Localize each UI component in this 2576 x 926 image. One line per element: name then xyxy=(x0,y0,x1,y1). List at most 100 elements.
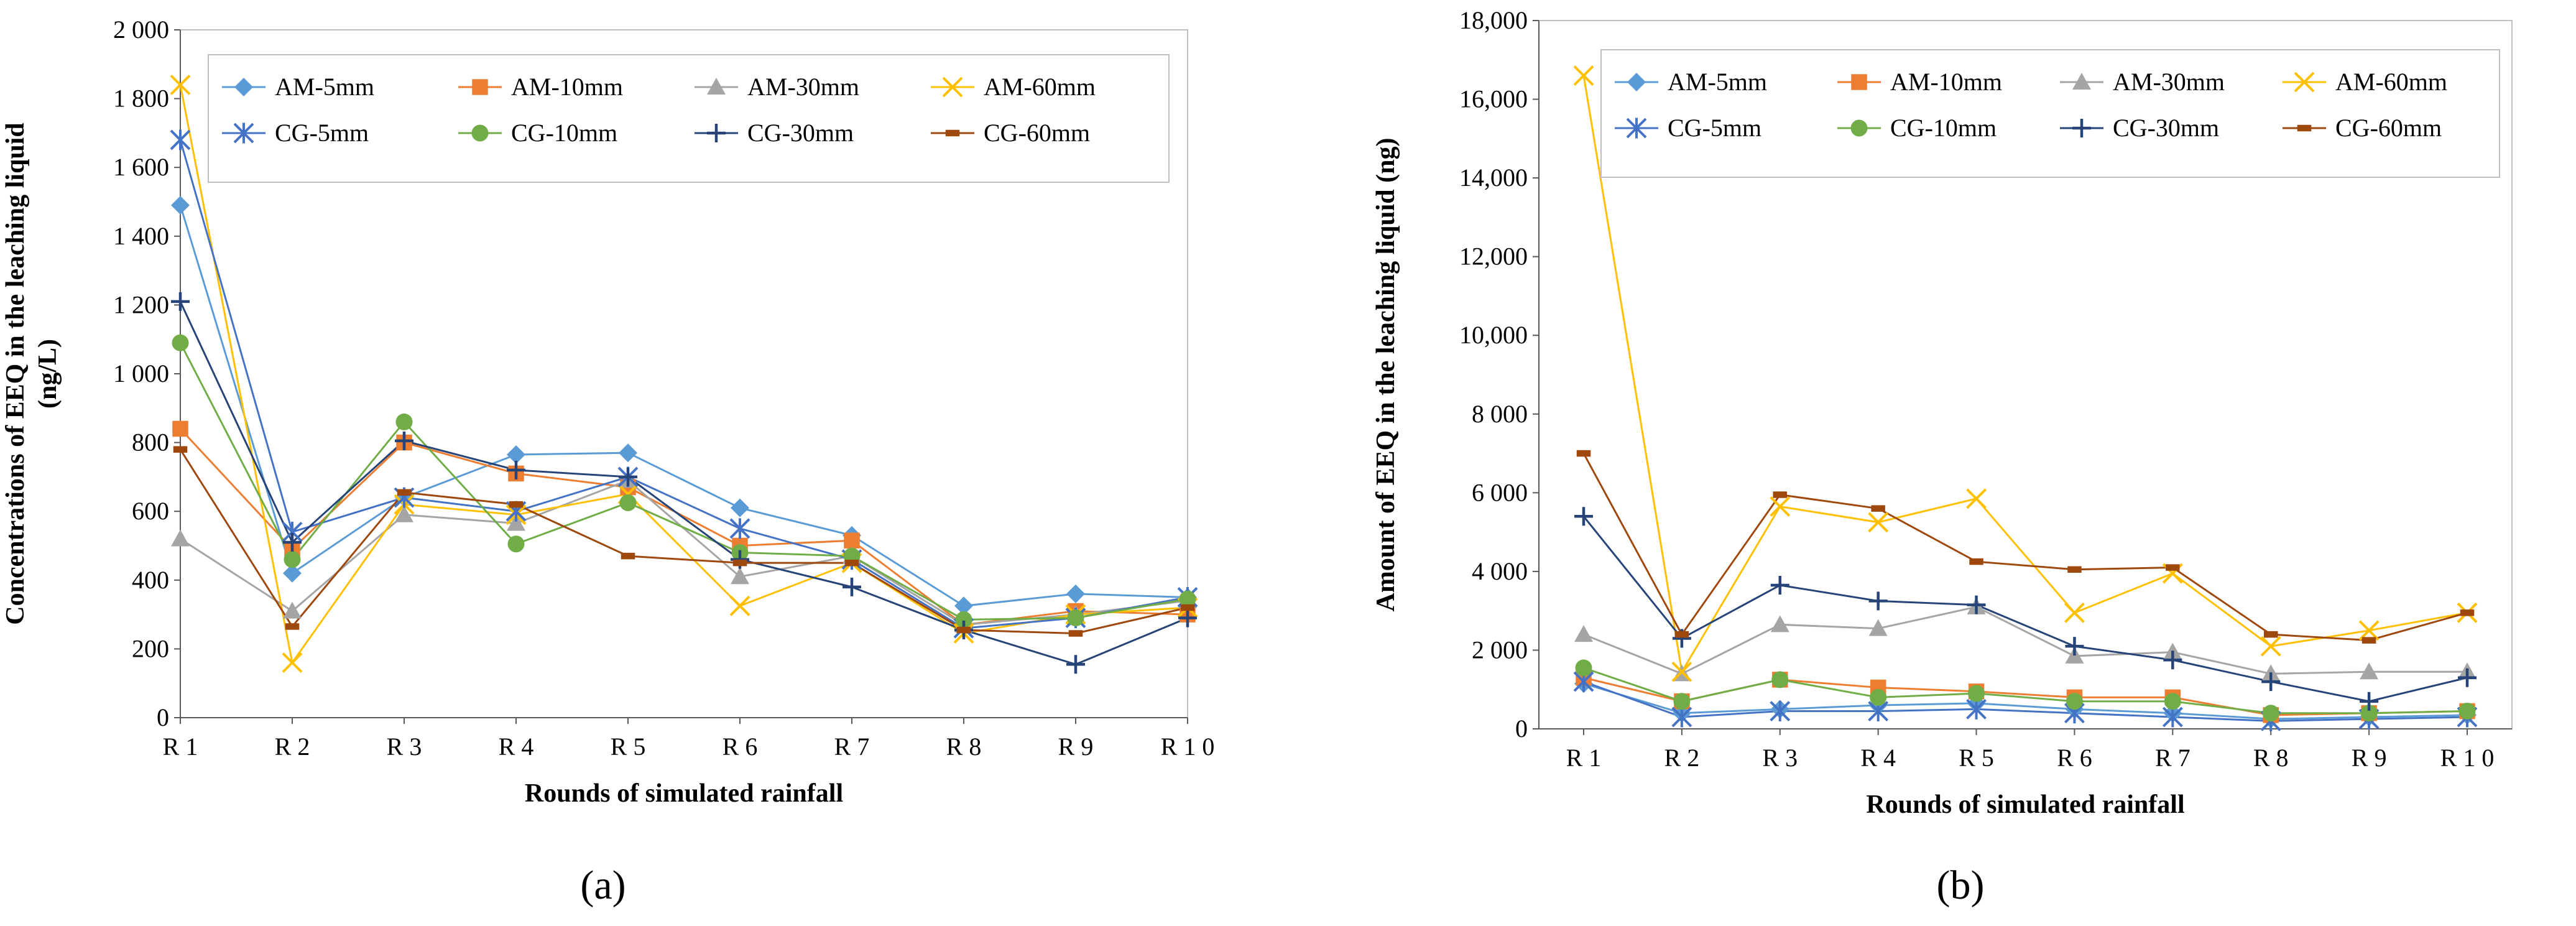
chart-b-point-CG-10mm xyxy=(2262,705,2279,722)
chart-b-legend-label: AM-10mm xyxy=(1890,68,2002,96)
chart-b-series-line-AM-30mm xyxy=(1583,606,2467,675)
chart-a-point-CG-60mm xyxy=(285,623,300,630)
chart-b-series-line-CG-10mm xyxy=(1583,667,2468,715)
chart-b-svg: 0 2 000 4 000 6 000 8 000 10,000 12,000 14,000 1… xyxy=(1372,6,2513,908)
chart-a-point-CG-10mm xyxy=(395,413,413,430)
chart-a-legend-swatch-marker xyxy=(472,79,488,95)
chart-b-series-line-AM-10mm xyxy=(1583,677,2468,716)
chart-b-legend-label: CG-30mm xyxy=(2113,114,2219,142)
chart-b-legend-swatch-marker xyxy=(1627,73,1646,91)
chart-b-legend-label: CG-5mm xyxy=(1668,114,1761,142)
chart-b-point-CG-10mm xyxy=(2360,705,2378,722)
chart-b-x-tick-label: R 3 xyxy=(1762,744,1798,772)
chart-a-legend-label: AM-5mm xyxy=(275,73,374,101)
chart-b-y-tick-label: 0 xyxy=(1515,715,1528,743)
chart-a-point-CG-30mm xyxy=(507,460,525,479)
chart-a-legend-label: CG-10mm xyxy=(511,119,617,147)
chart-a-legend-label: CG-5mm xyxy=(275,119,369,147)
chart-a-point-CG-10mm xyxy=(1179,590,1196,608)
chart-b-series-points-CG-10mm xyxy=(1575,659,2476,722)
chart-b-x-tick-label: R 2 xyxy=(1664,744,1700,772)
chart-a-point-CG-60mm xyxy=(1180,604,1195,611)
chart-a-series-line-CG-5mm xyxy=(179,139,1188,629)
chart-a-point-AM-5mm xyxy=(954,596,973,616)
chart-a-legend-label: CG-30mm xyxy=(747,119,854,147)
chart-b-point-CG-10mm xyxy=(2458,703,2476,720)
chart-b-series-line-CG-5mm xyxy=(1583,680,2468,722)
chart-a-series-points-CG-10mm xyxy=(172,334,1196,628)
chart-a-point-CG-60mm xyxy=(621,552,635,560)
chart-b-legend-label: CG-60mm xyxy=(2335,114,2442,142)
chart-a-legend-swatch-marker xyxy=(707,124,726,142)
chart-a-legend-swatch-marker xyxy=(942,76,963,98)
chart-b-y-tick-label: 16,000 xyxy=(1459,85,1528,113)
chart-a-x-tick-label: R 9 xyxy=(1058,733,1094,761)
chart-b-point-AM-60mm xyxy=(1770,496,1791,517)
chart-a-point-AM-5mm xyxy=(283,563,302,583)
chart-b-point-CG-10mm xyxy=(1771,671,1789,688)
chart-a-y-tick-label: 1 600 xyxy=(113,153,169,181)
chart-b-point-CG-30mm xyxy=(2360,692,2379,711)
chart-a-point-CG-30mm xyxy=(619,467,637,486)
chart-b-x-tick-label: R 7 xyxy=(2155,744,2191,772)
chart-b-series-line-AM-60mm xyxy=(1582,75,2468,675)
chart-b-x-axis-title: Rounds of simulated rainfall xyxy=(1866,790,2184,819)
chart-a-x-axis-title: Rounds of simulated rainfall xyxy=(525,779,843,808)
chart-a-point-CG-10mm xyxy=(507,535,525,553)
chart-b-point-CG-60mm xyxy=(2361,637,2376,644)
chart-b-point-AM-30mm xyxy=(2360,662,2379,680)
chart-a-panel-label: (a) xyxy=(580,863,626,908)
chart-panel-b: 0 2 000 4 000 6 000 8 000 10,000 12,000 14,000 1… xyxy=(1287,0,2576,926)
chart-a-legend-label: AM-60mm xyxy=(984,73,1096,101)
chart-b-point-CG-60mm xyxy=(1773,491,1788,498)
chart-a-series-points-CG-60mm xyxy=(173,446,1195,637)
chart-b-point-CG-60mm xyxy=(1674,631,1689,638)
chart-b-point-CG-30mm xyxy=(2458,668,2477,687)
chart-b-panel-label: (b) xyxy=(1937,863,1985,908)
chart-b-legend xyxy=(1600,49,2500,178)
chart-b-y-tick-label: 14,000 xyxy=(1459,164,1528,192)
chart-b-point-CG-10mm xyxy=(2066,693,2083,710)
chart-a-point-CG-10mm xyxy=(1067,609,1084,627)
chart-a-y-tick-label: 1 400 xyxy=(113,222,169,250)
chart-b-point-CG-30mm xyxy=(1868,591,1888,611)
chart-b-point-CG-30mm xyxy=(1574,507,1593,526)
chart-b-series-line-CG-60mm xyxy=(1582,453,2468,642)
chart-a-point-AM-5mm xyxy=(731,498,749,517)
chart-b-point-CG-10mm xyxy=(2164,693,2181,710)
chart-a-point-CG-60mm xyxy=(173,446,188,453)
chart-b-point-AM-60mm xyxy=(1966,488,1987,509)
chart-panel-a: 0 200 400 600 800 1 000 1 200 1 400 1 600 1 800 2 … xyxy=(0,0,1287,926)
chart-a-legend-swatch-marker xyxy=(471,124,489,142)
chart-a-point-AM-5mm xyxy=(619,443,637,463)
chart-a-point-AM-30mm xyxy=(171,529,190,547)
chart-b-legend-swatch-marker xyxy=(1851,74,1867,90)
chart-b-y-tick-label: 2 000 xyxy=(1472,636,1528,664)
chart-b-legend-swatch-marker xyxy=(2297,124,2312,132)
chart-b-point-AM-60mm xyxy=(2260,636,2281,657)
chart-b-legend-label: AM-30mm xyxy=(2113,68,2225,96)
chart-b-point-AM-60mm xyxy=(1671,661,1692,682)
chart-b-point-CG-60mm xyxy=(1969,558,1983,565)
chart-a-point-CG-30mm xyxy=(171,292,190,311)
chart-a-x-tick-label: R 8 xyxy=(946,733,982,761)
chart-a-y-tick-label: 200 xyxy=(132,634,169,662)
chart-a-point-CG-30mm xyxy=(1178,608,1197,627)
chart-a-legend-swatch-marker xyxy=(945,129,960,137)
chart-a-point-AM-10mm xyxy=(844,532,860,549)
chart-a-series-line-CG-30mm xyxy=(179,301,1188,665)
chart-b-x-tick-label: R 5 xyxy=(1959,744,1994,772)
chart-b-point-CG-30mm xyxy=(1967,595,1986,614)
chart-a-legend-swatch-marker xyxy=(707,78,726,95)
chart-b-x-tick-label: R 9 xyxy=(2352,744,2387,772)
chart-a-point-CG-10mm xyxy=(172,334,189,351)
chart-b-series-line-AM-5mm xyxy=(1583,682,2468,720)
chart-a-point-CG-30mm xyxy=(395,431,413,450)
chart-b-y-axis-title: Amount of EEQ in the leaching liquid (ng… xyxy=(1372,138,1400,612)
chart-a-point-CG-10mm xyxy=(619,494,637,511)
chart-a-y-tick-label: 1 800 xyxy=(113,85,169,113)
chart-b-point-AM-60mm xyxy=(2064,602,2085,623)
chart-b-point-AM-30mm xyxy=(1770,615,1789,632)
chart-b-y-tick-label: 12,000 xyxy=(1459,243,1528,271)
chart-b-y-tick-label: 4 000 xyxy=(1472,557,1528,585)
